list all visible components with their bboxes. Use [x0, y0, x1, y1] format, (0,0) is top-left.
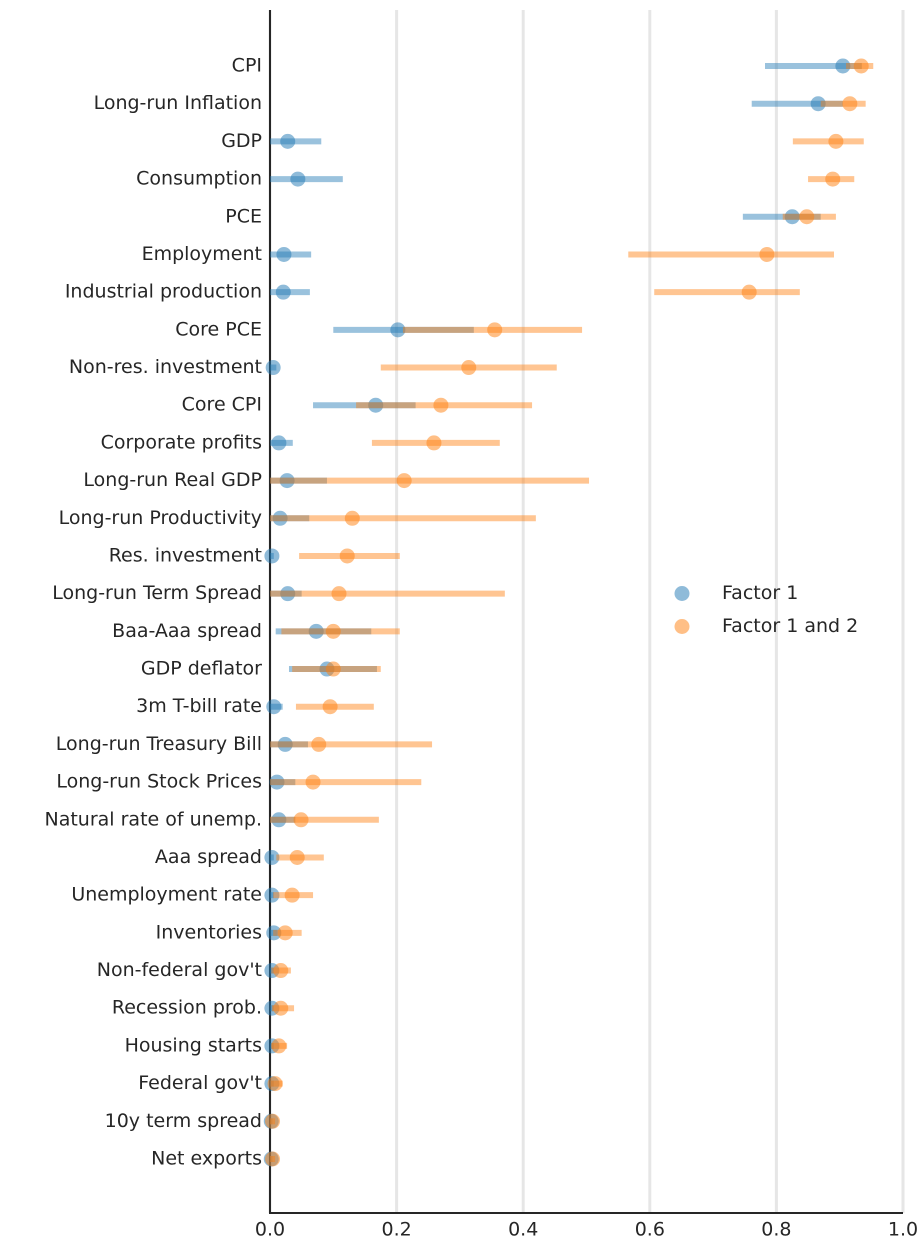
dot — [433, 397, 449, 413]
y-tick-label: Aaa spread — [155, 846, 262, 868]
y-tick-label: GDP — [221, 130, 262, 152]
y-tick-label: Long-run Inflation — [94, 92, 262, 114]
dot — [271, 812, 287, 828]
dot — [825, 171, 841, 187]
x-tick-label: 0.0 — [255, 1219, 285, 1241]
dot — [368, 397, 384, 413]
dot — [267, 1076, 283, 1092]
y-tick-label: Natural rate of unemp. — [45, 808, 263, 830]
dot — [784, 209, 800, 225]
dot — [325, 623, 341, 639]
dot — [293, 812, 309, 828]
x-tick-label: 0.4 — [508, 1219, 538, 1241]
dot — [264, 849, 280, 865]
dot — [853, 58, 869, 74]
dot — [265, 360, 281, 376]
legend-marker — [674, 586, 690, 601]
dot — [284, 887, 300, 903]
y-tick-label: Recession prob. — [112, 997, 262, 1019]
dot — [325, 661, 341, 677]
dot — [266, 699, 282, 715]
y-tick-label: Housing starts — [125, 1034, 262, 1056]
y-tick-label: Long-run Productivity — [59, 507, 262, 529]
dot — [344, 510, 360, 526]
dot — [799, 209, 815, 225]
y-tick-label: Long-run Stock Prices — [56, 771, 262, 793]
x-tick-label: 0.6 — [635, 1219, 665, 1241]
y-tick-label: Employment — [142, 243, 262, 265]
y-tick-label: Long-run Term Spread — [52, 582, 262, 604]
dot — [275, 284, 291, 300]
dot — [842, 96, 858, 112]
dot — [280, 133, 296, 149]
y-tick-label: Long-run Treasury Bill — [56, 733, 262, 755]
y-tick-label: Corporate profits — [101, 431, 262, 453]
dot — [308, 623, 324, 639]
dot — [280, 586, 296, 602]
y-tick-label: Consumption — [136, 168, 262, 190]
dot — [305, 774, 321, 790]
dot — [331, 586, 347, 602]
dot — [264, 548, 280, 564]
dot — [741, 284, 757, 300]
dot — [279, 473, 295, 489]
y-tick-label: Baa-Aaa spread — [112, 620, 262, 642]
dot — [276, 246, 292, 262]
y-tick-label: Non-federal gov't — [97, 959, 262, 981]
dot — [271, 435, 287, 451]
dot — [272, 510, 288, 526]
y-tick-label: Long-run Real GDP — [83, 469, 262, 491]
dot — [277, 736, 293, 752]
y-tick-label: 10y term spread — [105, 1110, 262, 1132]
dot — [265, 1151, 281, 1167]
dot — [828, 133, 844, 149]
y-tick-label: CPI — [232, 55, 262, 77]
dot — [290, 171, 306, 187]
y-tick-label: Core PCE — [175, 318, 262, 340]
y-tick-label: Non-res. investment — [69, 356, 262, 378]
dot — [759, 246, 775, 262]
dot — [835, 58, 851, 74]
dot — [289, 849, 305, 865]
dot — [273, 1000, 289, 1016]
legend-label: Factor 1 and 2 — [722, 615, 858, 637]
y-tick-label: Federal gov't — [138, 1072, 262, 1094]
dot — [487, 322, 503, 338]
dot — [265, 1113, 281, 1129]
legend-label: Factor 1 — [722, 582, 798, 604]
dot — [311, 736, 327, 752]
y-tick-label: Unemployment rate — [71, 884, 262, 906]
y-tick-label: Res. investment — [109, 544, 262, 566]
x-tick-label: 0.8 — [761, 1219, 791, 1241]
legend-marker — [674, 619, 690, 634]
dot — [269, 774, 285, 790]
y-tick-label: 3m T-bill rate — [136, 695, 262, 717]
dot — [273, 963, 289, 979]
dot — [426, 435, 442, 451]
dot — [277, 925, 293, 941]
dot — [271, 1038, 287, 1054]
y-tick-label: Net exports — [151, 1148, 262, 1170]
dot — [461, 360, 477, 376]
dot — [264, 887, 280, 903]
dot — [390, 322, 406, 338]
y-tick-label: GDP deflator — [141, 658, 262, 680]
dot — [322, 699, 338, 715]
y-tick-label: Core CPI — [182, 394, 262, 416]
y-tick-label: Industrial production — [65, 281, 262, 303]
y-tick-label: Inventories — [156, 921, 262, 943]
dot — [339, 548, 355, 564]
y-tick-label: PCE — [225, 205, 262, 227]
x-tick-label: 0.2 — [381, 1219, 411, 1241]
dot — [266, 925, 282, 941]
dot — [810, 96, 826, 112]
dot — [396, 473, 412, 489]
x-tick-label: 1.0 — [888, 1219, 918, 1241]
